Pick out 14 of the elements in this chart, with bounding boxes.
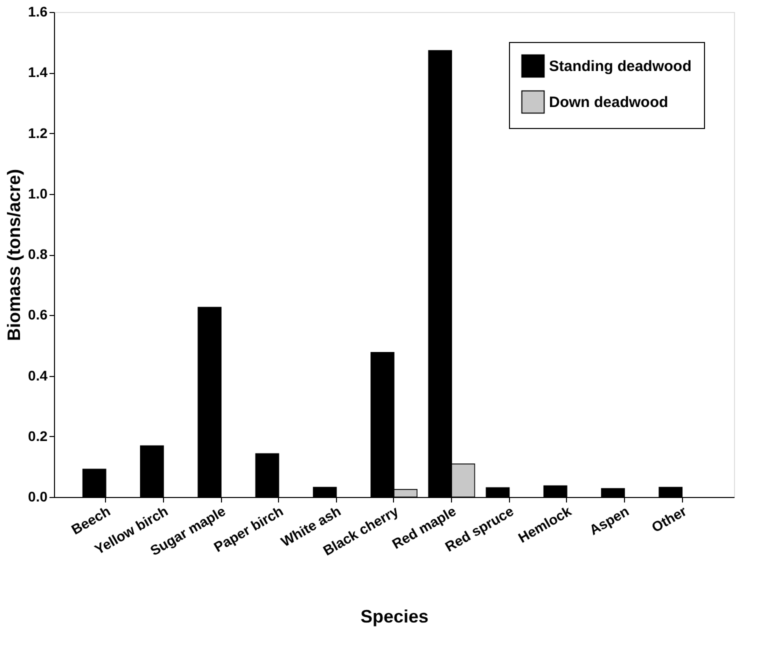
- legend-label: Down deadwood: [549, 94, 668, 111]
- y-tick-label: 1.2: [28, 124, 48, 141]
- y-tick-label: 0.8: [28, 246, 48, 262]
- y-tick-label: 1.0: [28, 185, 48, 202]
- y-tick-label: 1.6: [28, 4, 48, 20]
- x-tick-label: Other: [648, 502, 690, 536]
- legend-label: Standing deadwood: [549, 58, 692, 75]
- y-tick-label: 0.4: [28, 367, 48, 384]
- y-tick-label: 1.4: [28, 64, 48, 80]
- y-axis-title: Biomass (tons/acre): [4, 168, 24, 342]
- y-tick-label: 0.2: [28, 428, 48, 444]
- x-axis-title: Species: [360, 606, 429, 627]
- y-tick-label: 0.0: [28, 488, 48, 504]
- y-tick-label: 0.6: [28, 306, 48, 323]
